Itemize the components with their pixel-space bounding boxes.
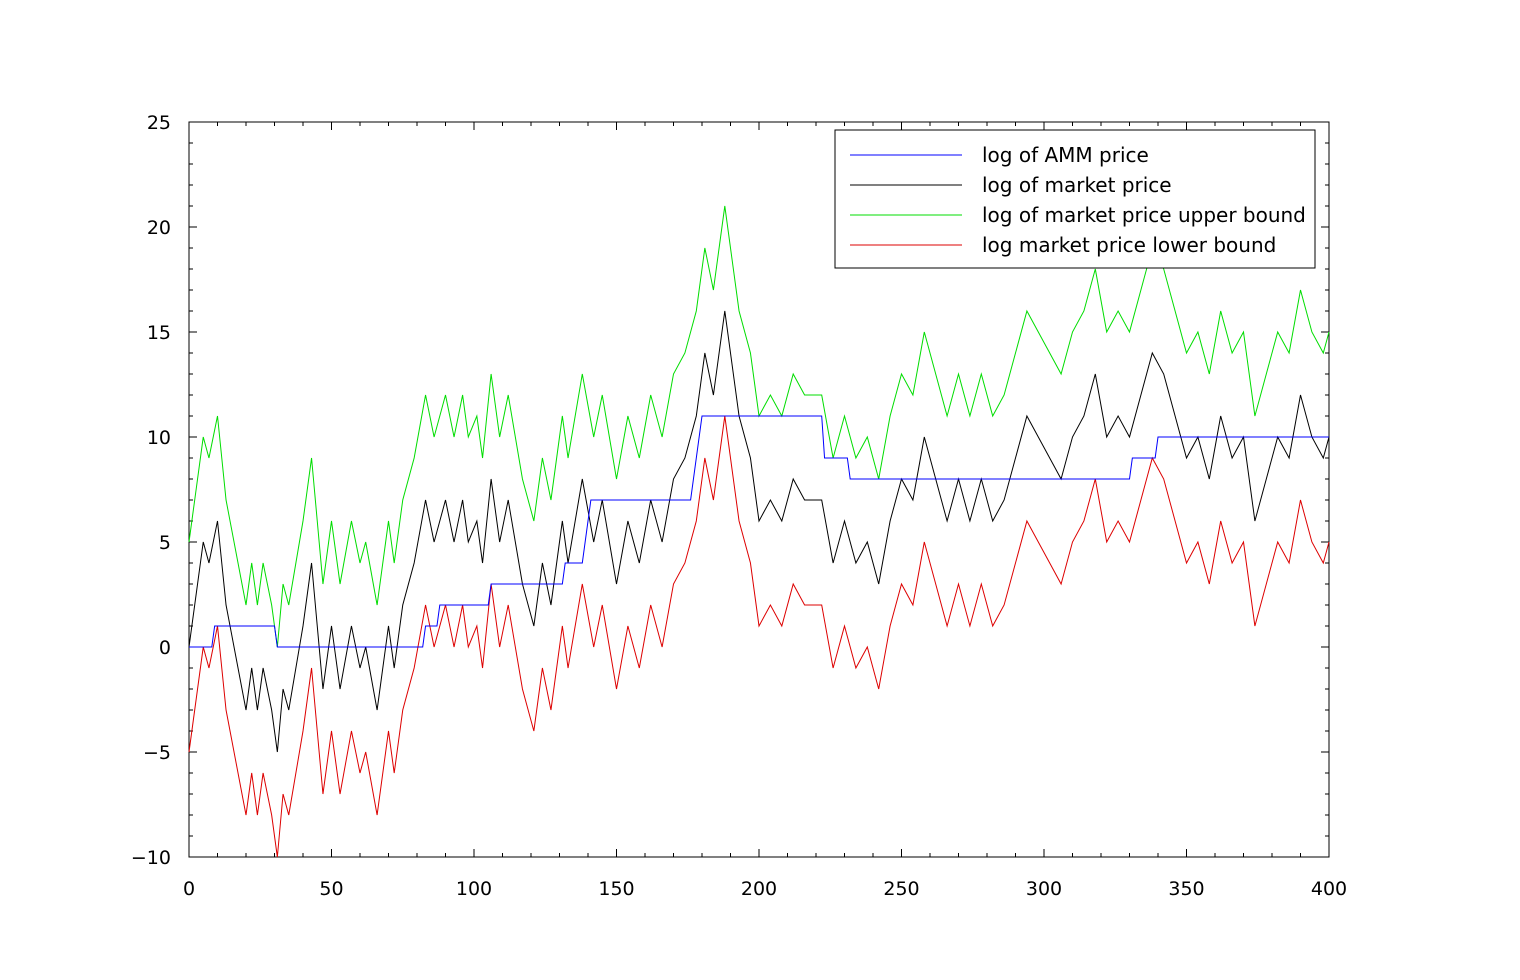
- x-tick-label: 400: [1311, 878, 1347, 900]
- series-line-log-of-market-price-upper-bound: [188, 205, 1330, 648]
- series-lines: [188, 205, 1330, 858]
- y-tick-label: 10: [147, 427, 171, 449]
- x-tick-label: 50: [319, 878, 343, 900]
- x-tick-label: 300: [1026, 878, 1062, 900]
- legend-label-log-of-market-price-upper-bound: log of market price upper bound: [982, 203, 1306, 227]
- y-tick-label: −10: [131, 847, 171, 869]
- x-tick-label: 100: [456, 878, 492, 900]
- series-line-log-of-market-price: [188, 310, 1330, 753]
- x-tick-label: 0: [183, 878, 195, 900]
- x-tick-label: 250: [883, 878, 919, 900]
- y-axis: −10 −5 0 5 10 15 20 25: [131, 112, 1329, 869]
- series-line-log-market-price-lower-bound: [188, 415, 1330, 858]
- y-tick-label: 20: [147, 217, 171, 239]
- y-tick-label: 5: [159, 532, 171, 554]
- legend-label-log-market-price-lower-bound: log market price lower bound: [982, 233, 1276, 257]
- x-axis: 0 50 100 150 200 250 300 350 400: [183, 122, 1347, 900]
- y-tick-label: 25: [147, 112, 171, 134]
- x-tick-label: 350: [1168, 878, 1204, 900]
- x-tick-label: 200: [741, 878, 777, 900]
- legend-label-log-of-market-price: log of market price: [982, 173, 1172, 197]
- y-tick-label: 15: [147, 322, 171, 344]
- y-tick-label: 0: [159, 637, 171, 659]
- legend: log of AMM price log of market price log o…: [834, 129, 1316, 269]
- legend-label-log-of-amm-price: log of AMM price: [982, 143, 1149, 167]
- y-tick-label: −5: [143, 742, 171, 764]
- x-tick-label: 150: [598, 878, 634, 900]
- series-line-log-of-amm-price: [189, 415, 1329, 648]
